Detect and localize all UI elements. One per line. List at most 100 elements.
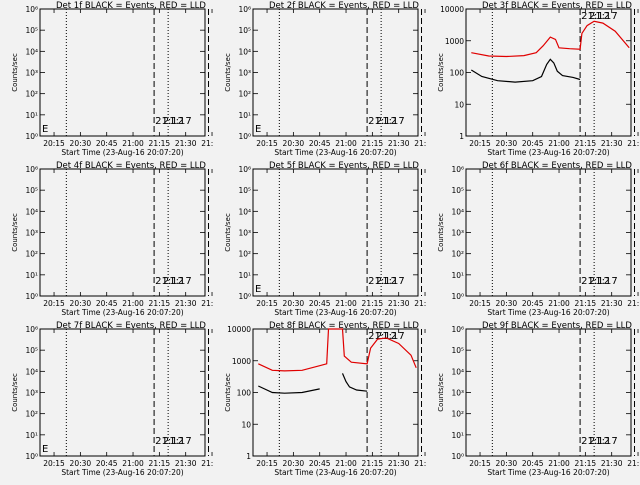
x-tick-label: 21:15 [575,139,597,148]
x-tick-label: 20:15 [469,459,491,468]
x-tick-label: 20:15 [43,139,65,148]
y-tick-label: 10¹ [238,111,251,120]
y-axis-label: Counts/sec [224,373,232,412]
x-tick-label: 20:30 [283,139,305,148]
chart-title: Det 3f BLACK = Events, RED = LLD [482,1,632,11]
detector-panel: Det 7f BLACK = Events, RED = LLD 10⁶ 10⁵ 10… [0,320,223,480]
y-tick-label: 10⁶ [25,5,38,14]
x-tick-label: 20:15 [256,299,278,308]
x-tick-label: 21:45 [201,299,213,308]
y-tick-label: 10⁵ [25,346,38,355]
y-axis-label: Counts/sec [224,213,232,252]
x-tick-label: 21:15 [362,459,384,468]
x-tick-label: 21:00 [335,459,357,468]
y-tick-label: 10² [451,250,464,259]
chart-title: Det 8f BLACK = Events, RED = LLD [269,321,419,331]
lld-series-line [258,328,417,372]
y-tick-label: 10⁰ [451,292,464,301]
detector-chart: Det 8f BLACK = Events, RED = LLD 10000 100… [224,321,436,477]
x-tick-label: 21:00 [548,139,570,148]
chart-title: Det 4f BLACK = Events, RED = LLD [56,161,206,171]
y-tick-label: 10⁵ [451,186,464,195]
start-marker-label: 21:12 [155,276,184,287]
x-axis-label: Start Time (23-Aug-16 20:07:20) [487,148,609,157]
x-tick-label: 21:30 [175,299,197,308]
x-tick-label: 21:30 [175,139,197,148]
y-axis-label: Counts/sec [11,213,19,252]
start-marker-label: 21:12 [155,436,184,447]
x-axis-label: Start Time (23-Aug-16 20:07:20) [61,468,183,477]
y-tick-label: 100 [450,69,465,78]
y-tick-label: 10³ [451,229,464,238]
x-tick-label: 20:30 [496,459,518,468]
x-tick-label: 20:45 [522,299,544,308]
y-tick-label: 1000 [445,37,464,46]
y-tick-label: 10⁰ [25,452,38,461]
y-tick-label: 10² [25,90,38,99]
detector-panel: Det 9f BLACK = Events, RED = LLD 10⁶ 10⁵ 10… [426,320,640,480]
y-axis-label: Counts/sec [437,213,445,252]
x-tick-label: 20:30 [283,459,305,468]
x-tick-label: 20:15 [256,459,278,468]
x-tick-label: 21:00 [122,459,144,468]
y-tick-label: 10 [241,420,251,429]
y-tick-label: 1 [246,452,251,461]
x-tick-label: 20:15 [256,139,278,148]
x-tick-label: 21:30 [175,459,197,468]
y-tick-label: 10² [238,90,251,99]
x-tick-label: 20:45 [309,139,331,148]
y-tick-label: 10³ [25,389,38,398]
y-tick-label: 10⁴ [25,47,38,56]
x-tick-label: 21:45 [414,139,426,148]
detector-panel: Det 3f BLACK = Events, RED = LLD 10000 100… [426,0,640,160]
y-tick-label: 10³ [25,229,38,238]
y-tick-label: 10⁵ [451,346,464,355]
x-tick-label: 20:45 [522,139,544,148]
y-tick-label: 10¹ [25,111,38,120]
x-tick-label: 21:45 [201,139,213,148]
y-tick-label: 10³ [25,69,38,78]
y-tick-label: 10¹ [451,271,464,280]
start-marker-label: 21:12 [368,116,397,127]
start-marker-label: 21:12 [581,11,610,22]
x-tick-label: 20:30 [70,139,92,148]
x-tick-label: 21:45 [414,459,426,468]
end-marker-label: 21:17 [589,436,618,447]
x-axis-label: Start Time (23-Aug-16 20:07:20) [274,468,396,477]
plot-frame [465,8,632,137]
y-axis-label: Counts/sec [224,53,232,92]
end-marker-label: 21:17 [376,276,405,287]
y-tick-label: 10⁴ [238,207,251,216]
y-tick-label: 10¹ [25,431,38,440]
start-marker-label: 21:12 [581,276,610,287]
y-axis-label: Counts/sec [437,53,445,92]
x-tick-label: 21:45 [414,299,426,308]
y-tick-label: 10² [25,250,38,259]
y-axis-label: Counts/sec [11,53,19,92]
y-tick-label: 10³ [451,389,464,398]
x-tick-label: 20:45 [309,459,331,468]
y-tick-label: 10³ [238,229,251,238]
detector-panel: Det 2f BLACK = Events, RED = LLD 10⁶ 10⁵ 10… [213,0,436,160]
x-tick-label: 20:45 [96,299,118,308]
events-series-line [470,58,581,83]
detector-panel: Det 1f BLACK = Events, RED = LLD 10⁶ 10⁵ 10… [0,0,223,160]
x-tick-label: 21:15 [575,459,597,468]
x-tick-label: 21:15 [149,299,171,308]
x-tick-label: 21:45 [627,139,639,148]
y-axis-label: Counts/sec [437,373,445,412]
x-axis-label: Start Time (23-Aug-16 20:07:20) [274,308,396,317]
detector-chart: Det 1f BLACK = Events, RED = LLD 10⁶ 10⁵ 10… [11,1,223,157]
detector-panel: Det 5f BLACK = Events, RED = LLD 10⁶ 10⁵ 10… [213,160,436,320]
end-marker-label: 21:17 [163,436,192,447]
events-series-line [341,373,368,392]
x-tick-label: 21:15 [362,299,384,308]
y-axis-label: Counts/sec [11,373,19,412]
y-tick-label: 10⁵ [25,186,38,195]
y-tick-label: 10⁴ [451,207,464,216]
lld-series-line [471,20,630,58]
chart-title: Det 5f BLACK = Events, RED = LLD [269,161,419,171]
y-tick-label: 10² [25,410,38,419]
x-tick-label: 21:45 [627,299,639,308]
y-tick-label: 10⁰ [25,132,38,141]
